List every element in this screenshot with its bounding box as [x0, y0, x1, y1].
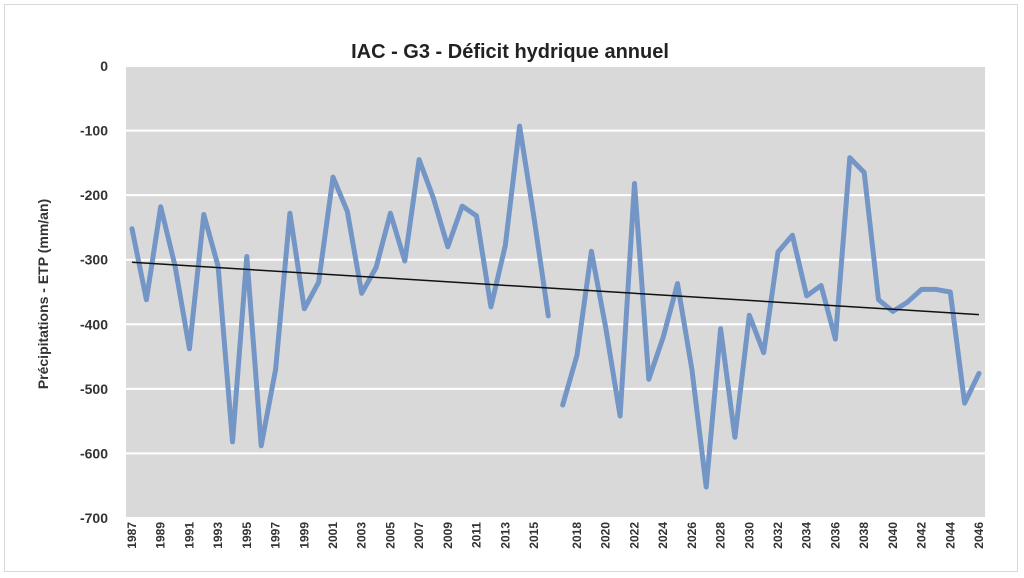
series-layer	[129, 123, 982, 490]
x-tick-label: 2003	[355, 522, 369, 549]
x-tick-label: 2038	[857, 522, 871, 549]
x-tick-label: 2018	[570, 522, 584, 549]
x-tick-label: 2044	[943, 522, 957, 549]
y-tick-label: -400	[80, 316, 108, 332]
trendline	[131, 261, 980, 316]
x-tick-label: 2013	[498, 522, 512, 549]
x-tick-label: 2036	[828, 522, 842, 549]
x-tick-label: 2042	[915, 522, 929, 549]
x-tick-label: 2007	[412, 522, 426, 549]
x-tick-label: 2022	[627, 522, 641, 549]
x-tick-label: 2034	[800, 522, 814, 549]
x-tick-label: 2040	[886, 522, 900, 549]
y-tick-label: -600	[80, 445, 108, 461]
y-axis: 0 -100 -200 -300 -400 -500 -600 -700	[80, 58, 108, 526]
y-tick-label: -200	[80, 187, 108, 203]
x-tick-label: 2009	[441, 522, 455, 549]
chart-title: IAC - G3 - Déficit hydrique annuel	[351, 41, 669, 63]
x-tick-label: 2026	[685, 522, 699, 549]
x-tick-label: 1989	[154, 522, 168, 549]
x-tick-label: 2032	[771, 522, 785, 549]
x-tick-label: 2005	[383, 522, 397, 549]
x-tick-label: 2001	[326, 522, 340, 549]
x-tick-label: 1997	[269, 522, 283, 549]
y-tick-label: -500	[80, 381, 108, 397]
y-tick-label: -100	[80, 123, 108, 139]
x-tick-label: 2020	[599, 522, 613, 549]
y-tick-label: -700	[80, 510, 108, 526]
series-line	[129, 123, 551, 449]
x-axis: 1987 1989 1991 1993 1995 1997 1999 2001 2003 2005…	[125, 522, 986, 549]
x-tick-label: 1995	[240, 522, 254, 549]
gridlines	[126, 65, 985, 519]
x-tick-label: 2030	[742, 522, 756, 549]
x-tick-label: 2011	[470, 522, 484, 548]
y-tick-label: 0	[100, 58, 108, 74]
x-tick-label: 2024	[656, 522, 670, 549]
x-tick-label: 2028	[714, 522, 728, 549]
x-tick-label: 1993	[211, 522, 225, 549]
plot-area	[126, 66, 985, 518]
x-tick-label: 1999	[297, 522, 311, 549]
y-axis-label: Précipitations - ETP (mm/an)	[35, 199, 51, 389]
x-tick-label: 2046	[972, 522, 986, 549]
x-tick-label: 1991	[182, 522, 196, 549]
x-tick-label: 2015	[527, 522, 541, 549]
y-tick-label: -300	[80, 252, 108, 268]
x-tick-label: 1987	[125, 522, 139, 549]
